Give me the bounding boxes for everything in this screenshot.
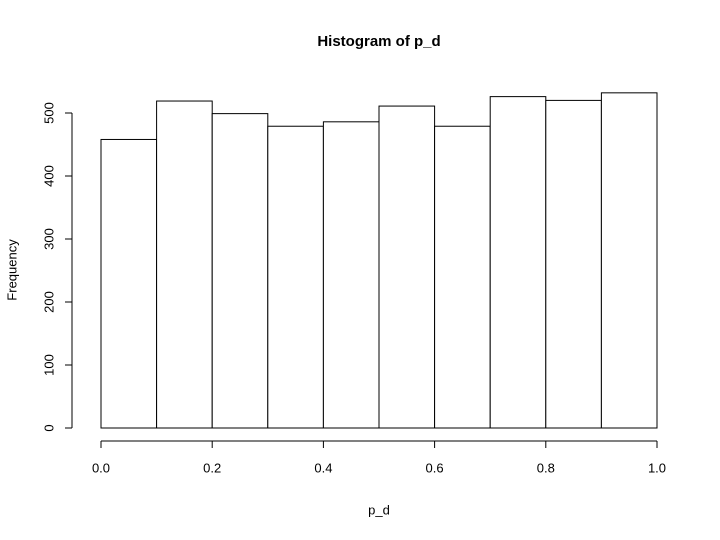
bar (100, 138, 158, 429)
x-tick-label: 1.0 (648, 460, 666, 475)
y-tick-label: 300 (41, 228, 56, 250)
x-tick-label: 0.0 (92, 460, 110, 475)
bar (322, 121, 380, 429)
y-tick-label: 0 (41, 424, 56, 431)
bar (600, 92, 658, 429)
y-tick-label: 200 (41, 291, 56, 313)
bar (267, 125, 324, 429)
x-tick-label: 0.6 (426, 460, 444, 475)
y-tick-label: 100 (41, 354, 56, 376)
chart-title: Histogram of p_d (317, 33, 440, 50)
y-tick-label: 400 (41, 165, 56, 187)
bar (489, 96, 547, 429)
y-axis-label: Frequency (4, 239, 19, 301)
bar (378, 105, 436, 429)
y-tick-label: 500 (41, 102, 56, 124)
x-axis-label: p_d (368, 502, 390, 517)
bar (211, 113, 269, 429)
bar (156, 100, 213, 429)
bar (545, 99, 602, 429)
bar (434, 125, 491, 429)
x-tick-label: 0.4 (314, 460, 332, 475)
x-tick-label: 0.2 (203, 460, 221, 475)
x-tick-label: 0.8 (537, 460, 555, 475)
